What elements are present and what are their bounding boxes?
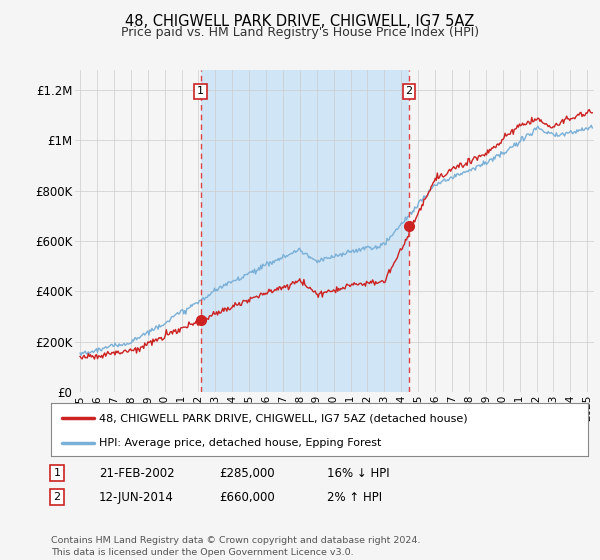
Text: 1: 1 [197,86,204,96]
Text: £660,000: £660,000 [219,491,275,504]
Text: 12-JUN-2014: 12-JUN-2014 [99,491,174,504]
Text: £285,000: £285,000 [219,466,275,480]
Text: 2% ↑ HPI: 2% ↑ HPI [327,491,382,504]
Text: Contains HM Land Registry data © Crown copyright and database right 2024.
This d: Contains HM Land Registry data © Crown c… [51,536,421,557]
Text: 2: 2 [53,492,61,502]
Bar [200,70,409,392]
Text: 48, CHIGWELL PARK DRIVE, CHIGWELL, IG7 5AZ (detached house): 48, CHIGWELL PARK DRIVE, CHIGWELL, IG7 5… [100,413,468,423]
Text: 2: 2 [406,86,412,96]
Text: HPI: Average price, detached house, Epping Forest: HPI: Average price, detached house, Eppi… [100,438,382,448]
Text: 1: 1 [53,468,61,478]
Text: 21-FEB-2002: 21-FEB-2002 [99,466,175,480]
Text: Price paid vs. HM Land Registry's House Price Index (HPI): Price paid vs. HM Land Registry's House … [121,26,479,39]
Text: 16% ↓ HPI: 16% ↓ HPI [327,466,389,480]
Text: 48, CHIGWELL PARK DRIVE, CHIGWELL, IG7 5AZ: 48, CHIGWELL PARK DRIVE, CHIGWELL, IG7 5… [125,14,475,29]
